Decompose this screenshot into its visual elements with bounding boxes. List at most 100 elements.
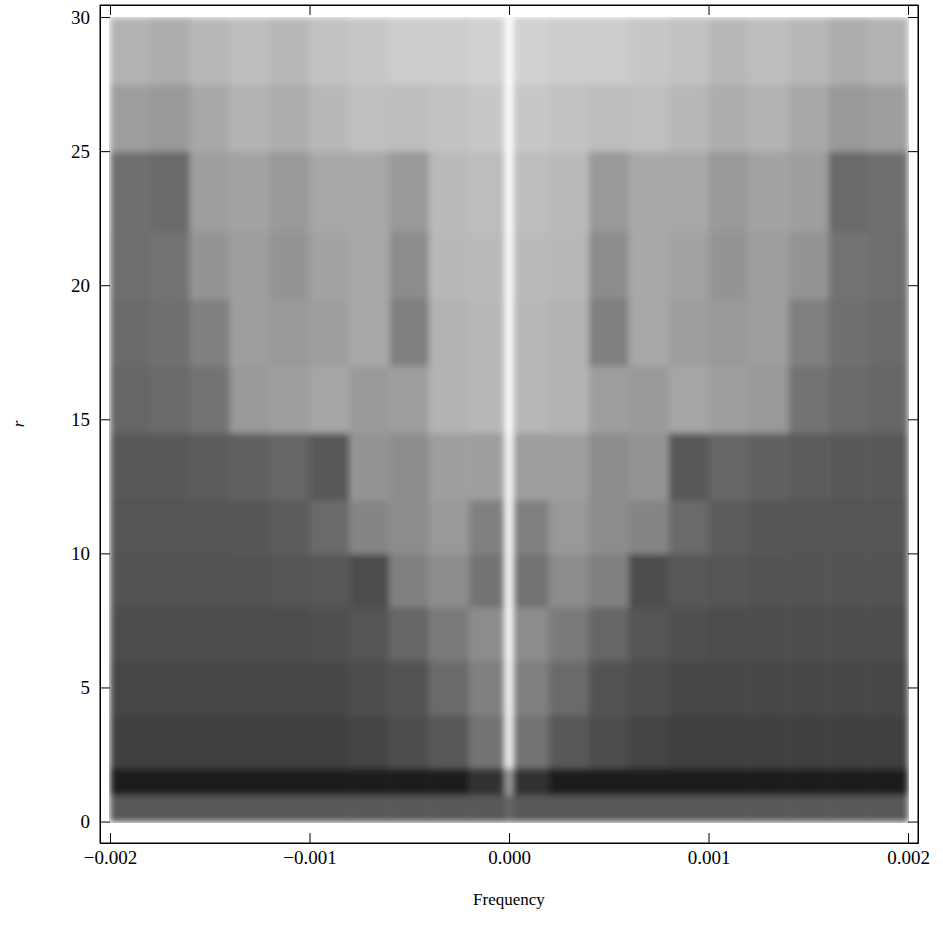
heatmap-cell — [389, 607, 429, 661]
heatmap-cell — [549, 607, 589, 661]
heatmap-cell — [549, 84, 589, 152]
x-axis: −0.002−0.0010.0000.0010.002 — [84, 833, 930, 868]
heatmap-cell — [270, 84, 310, 152]
heatmap-cell — [389, 714, 429, 768]
heatmap-cell — [429, 232, 469, 300]
heatmap-cell — [429, 84, 469, 152]
heatmap-cell — [469, 553, 505, 607]
tick — [509, 5, 510, 15]
heatmap-cell — [309, 299, 349, 367]
heatmap-cell — [230, 500, 270, 554]
heatmap-cell — [429, 714, 469, 768]
heatmap-cell — [230, 553, 270, 607]
heatmap-cell — [110, 500, 150, 554]
heatmap-cell — [669, 714, 709, 768]
heatmap-cell — [150, 607, 190, 661]
tick-mark — [100, 17, 110, 18]
tick-mark — [309, 833, 310, 843]
heatmap-cell — [629, 768, 669, 795]
heatmap-cell — [190, 17, 230, 85]
heatmap-cell — [505, 500, 513, 554]
heatmap-cell — [389, 661, 429, 715]
heatmap-cell — [150, 795, 190, 822]
heatmap-cell — [513, 232, 549, 300]
heatmap-cell — [549, 500, 589, 554]
heatmap-cell — [150, 714, 190, 768]
plot-frame — [100, 5, 918, 843]
heatmap-cell — [828, 433, 868, 501]
heatmap-cell — [349, 768, 389, 795]
heatmap-cell — [389, 84, 429, 152]
heatmap-cell — [589, 795, 629, 822]
heatmap-cell — [309, 232, 349, 300]
heatmap-cell — [270, 795, 310, 822]
heatmap-cell — [150, 661, 190, 715]
tick-mark — [110, 833, 111, 843]
heatmap-cell — [513, 433, 549, 501]
heatmap-cell — [828, 299, 868, 367]
heatmap-cell — [788, 795, 828, 822]
tick: 20 — [71, 275, 110, 296]
heatmap-cell — [589, 17, 629, 85]
heatmap-cell — [828, 795, 868, 822]
heatmap-cell — [709, 768, 749, 795]
tick-label: 10 — [71, 543, 90, 564]
tick: 25 — [71, 141, 110, 162]
heatmap-cell — [230, 433, 270, 501]
heatmap-cell — [505, 232, 513, 300]
heatmap-cell — [669, 768, 709, 795]
heatmap-cell — [309, 768, 349, 795]
heatmap-cell — [513, 299, 549, 367]
heatmap-cell — [505, 433, 513, 501]
tick-mark — [908, 5, 909, 15]
heatmap-cell — [429, 151, 469, 232]
heatmap-cell — [788, 232, 828, 300]
tick-label: −0.001 — [283, 847, 336, 868]
heatmap-cell — [429, 366, 469, 434]
heatmap-cell — [513, 607, 549, 661]
tick-label: 0 — [81, 811, 91, 832]
heatmap-cell — [868, 151, 908, 232]
heatmap-cell — [469, 232, 505, 300]
heatmap-cell — [629, 232, 669, 300]
heatmap-cell — [349, 17, 389, 85]
heatmap-cell — [629, 553, 669, 607]
tick-label: 0.001 — [688, 847, 731, 868]
heatmap-cell — [709, 17, 749, 85]
heatmap-cell — [389, 299, 429, 367]
heatmap-cell — [270, 17, 310, 85]
heatmap-cell — [230, 768, 270, 795]
heatmap-cell — [513, 500, 549, 554]
heatmap-cell — [669, 433, 709, 501]
heatmap-cell — [669, 151, 709, 232]
heatmap-cell — [828, 553, 868, 607]
heatmap-cell — [349, 366, 389, 434]
heatmap-cell — [868, 553, 908, 607]
heatmap-cell — [469, 17, 505, 85]
heatmap-cell — [788, 366, 828, 434]
heatmap-cell — [589, 714, 629, 768]
heatmap-cell — [549, 232, 589, 300]
heatmap-cell — [629, 299, 669, 367]
heatmap-cell — [629, 433, 669, 501]
heatmap-cell — [469, 607, 505, 661]
heatmap-cell — [349, 232, 389, 300]
heatmap-cell — [270, 299, 310, 367]
heatmap-cell — [629, 795, 669, 822]
heatmap-cell — [389, 433, 429, 501]
heatmap-cell — [110, 17, 150, 85]
heatmap-cell — [190, 768, 230, 795]
heatmap-cell — [709, 607, 749, 661]
heatmap-cell — [349, 795, 389, 822]
heatmap-cell — [669, 366, 709, 434]
heatmap-cell — [709, 714, 749, 768]
heatmap-cell — [469, 433, 505, 501]
heatmap-cell — [505, 714, 513, 768]
heatmap-cell — [309, 607, 349, 661]
heatmap-cell — [150, 84, 190, 152]
heatmap-cell — [505, 299, 513, 367]
heatmap-cell — [748, 553, 788, 607]
tick-mark — [709, 833, 710, 843]
heatmap-cell — [150, 299, 190, 367]
heatmap-cell — [629, 151, 669, 232]
